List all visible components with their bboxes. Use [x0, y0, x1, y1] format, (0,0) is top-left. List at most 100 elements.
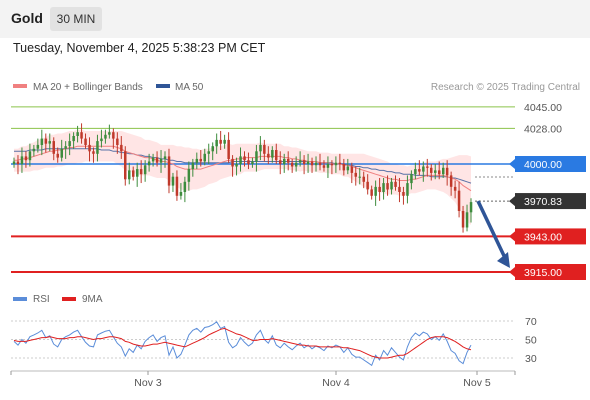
- candle-body: [461, 211, 465, 228]
- price-tags: 4045.00 4028.00 4000.00 3970.83 3943.00 3915.…: [509, 102, 586, 280]
- candle-body: [60, 148, 63, 158]
- candle-body: [275, 150, 278, 161]
- candle-body: [80, 132, 83, 139]
- timeframe-button[interactable]: 30 MIN: [50, 7, 102, 31]
- candle-body: [16, 161, 20, 164]
- candle-body: [235, 164, 238, 167]
- candle-body: [386, 183, 389, 190]
- ma50-legend-label: MA 50: [175, 82, 204, 93]
- candle-body: [223, 139, 226, 144]
- candle-body: [167, 156, 171, 186]
- candle-body: [358, 176, 361, 178]
- candle-body: [215, 139, 218, 147]
- candle-body: [20, 156, 24, 164]
- candle-body: [143, 165, 147, 175]
- resistance-level-label: 4028.00: [524, 123, 562, 135]
- candle-body: [465, 212, 469, 228]
- candle-body: [112, 132, 115, 139]
- candle-body: [199, 158, 202, 162]
- candle-body: [302, 160, 306, 164]
- x-tick-label: Nov 5: [463, 377, 491, 389]
- candle-body: [334, 162, 338, 166]
- candle-body: [410, 174, 413, 184]
- candle-body: [330, 164, 334, 166]
- chart-header: Gold 30 MIN: [0, 0, 590, 38]
- candle-body: [306, 161, 310, 164]
- candle-body: [430, 167, 433, 173]
- candle-body: [120, 144, 123, 152]
- candle-body: [350, 166, 354, 173]
- candle-body: [457, 190, 461, 211]
- candle-body: [195, 158, 199, 163]
- bollinger-bands: [14, 129, 471, 225]
- candle-body: [64, 146, 67, 149]
- candle-body: [227, 139, 230, 159]
- candle-body: [48, 141, 51, 144]
- candle-body: [151, 157, 155, 162]
- candle-body: [12, 161, 16, 164]
- candle-body: [96, 141, 99, 154]
- candle-body: [187, 169, 191, 182]
- candle-body: [322, 165, 326, 168]
- candle-body: [310, 161, 314, 166]
- candle-body: [298, 160, 302, 163]
- candle-body: [191, 162, 195, 170]
- candle-body: [116, 138, 119, 145]
- candle-body: [28, 151, 32, 161]
- pivot-tag-4000.00: [515, 156, 586, 172]
- candle-body: [438, 170, 441, 175]
- candle-body: [179, 192, 183, 196]
- candle-body: [239, 156, 242, 164]
- candle-body: [290, 162, 294, 167]
- candle-body: [84, 138, 87, 145]
- last_price-tag-label: 3970.83: [524, 196, 562, 208]
- candle-body: [267, 153, 270, 158]
- forecast: [476, 200, 510, 268]
- resistance-level-label: 4045.00: [524, 102, 562, 114]
- candle-body: [32, 148, 36, 152]
- candle-body: [434, 170, 437, 173]
- rsi-panel: 70 50 30: [11, 316, 537, 367]
- x-tick-label: Nov 4: [322, 377, 350, 389]
- candle-body: [128, 170, 131, 180]
- candle-body: [318, 162, 322, 166]
- candle-body: [354, 172, 357, 177]
- candle-body: [271, 150, 274, 158]
- support-tag-pointer: [509, 231, 515, 242]
- ma50-legend-swatch: [156, 84, 170, 88]
- rsi-ma-legend-label: 9MA: [82, 294, 103, 305]
- candle-body: [263, 144, 266, 154]
- support-tag-3943.00: [515, 228, 586, 245]
- candle-body: [132, 170, 135, 177]
- support-tag-label: 3915.00: [524, 267, 562, 279]
- rsi-tick-label: 70: [525, 316, 537, 328]
- candle-body: [346, 166, 350, 171]
- candle-body: [414, 169, 417, 175]
- candle-body: [418, 169, 421, 172]
- candle-body: [406, 183, 409, 196]
- bollinger-band-area: [14, 129, 471, 225]
- candle-body: [445, 167, 449, 176]
- candle-body: [155, 157, 159, 163]
- candle-body: [175, 176, 179, 196]
- candle-body: [287, 158, 290, 163]
- pivot-tag-pointer: [509, 159, 515, 169]
- candle-body: [378, 186, 381, 192]
- candle-body: [469, 202, 473, 213]
- candle-body: [44, 138, 48, 144]
- chart-timestamp: Tuesday, November 4, 2025 5:38:23 PM CET: [13, 41, 266, 55]
- candle-body: [394, 181, 397, 187]
- candle-body: [255, 151, 258, 162]
- x-tick-label: Nov 3: [134, 377, 162, 389]
- pivot-tag-label: 4000.00: [524, 159, 562, 171]
- candle-body: [422, 166, 425, 172]
- candle-body: [88, 144, 91, 152]
- last_price-tag-3970.83: [515, 193, 586, 210]
- candle-body: [259, 144, 262, 152]
- forecast-arrow-head: [497, 252, 510, 268]
- candle-body: [338, 162, 342, 164]
- candle-body: [370, 189, 373, 196]
- candle-body: [163, 156, 167, 159]
- candle-body: [159, 158, 163, 163]
- rsi-ma-legend-swatch: [62, 297, 76, 301]
